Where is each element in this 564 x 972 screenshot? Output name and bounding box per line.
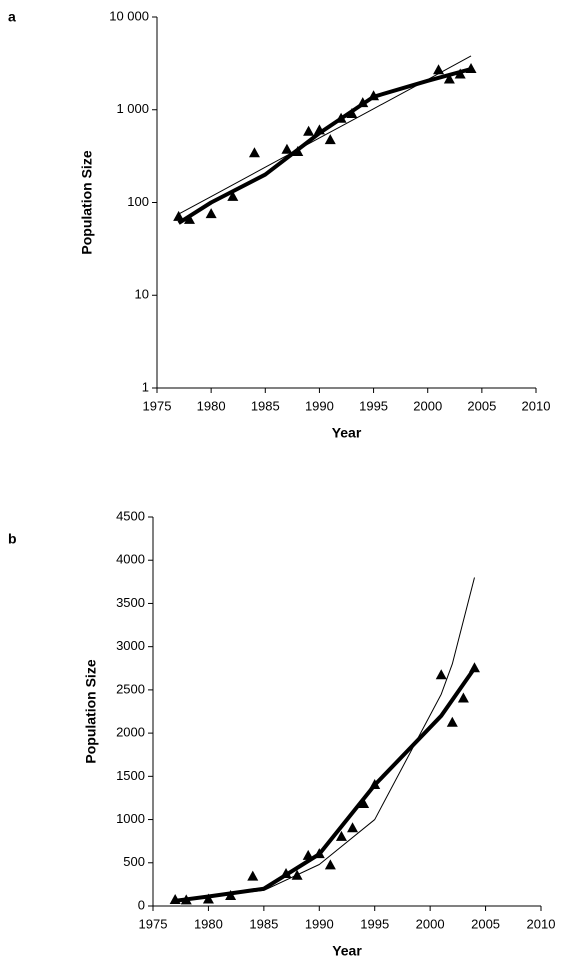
data-point (324, 134, 336, 145)
fit-line (177, 67, 472, 225)
y-tick-label: 2000 (116, 725, 145, 740)
data-point (313, 848, 325, 859)
x-tick-label: 1990 (305, 916, 334, 931)
x-tick-label: 1990 (305, 398, 334, 413)
y-tick-label: 1 000 (116, 101, 149, 116)
fit-line (175, 577, 475, 901)
data-point (302, 849, 314, 860)
x-tick-label: 1980 (194, 916, 223, 931)
data-point (205, 208, 217, 219)
data-point (313, 124, 325, 135)
data-point (291, 869, 303, 880)
data-point (347, 822, 359, 833)
y-axis-label: Population Size (83, 659, 99, 763)
panel-label: b (8, 531, 17, 547)
x-axis-label: Year (332, 943, 362, 959)
x-tick-label: 1985 (249, 916, 278, 931)
x-tick-label: 2005 (467, 398, 496, 413)
x-tick-label: 1975 (139, 916, 168, 931)
data-point (202, 893, 214, 904)
y-tick-label: 100 (127, 194, 149, 209)
y-axis-label: Population Size (79, 150, 95, 254)
x-tick-label: 1995 (360, 916, 389, 931)
x-tick-label: 1995 (359, 398, 388, 413)
y-tick-label: 4000 (116, 552, 145, 567)
y-tick-label: 2500 (116, 681, 145, 696)
y-tick-label: 4500 (116, 508, 145, 523)
data-point (357, 97, 369, 108)
data-point (169, 893, 181, 904)
data-point (433, 64, 445, 75)
data-point (468, 662, 480, 673)
y-tick-label: 10 000 (109, 8, 149, 23)
data-point (446, 716, 458, 727)
data-point (335, 830, 347, 841)
data-point (292, 146, 304, 157)
data-point (368, 90, 380, 101)
data-point (465, 63, 477, 74)
y-tick-label: 1500 (116, 768, 145, 783)
y-tick-label: 3500 (116, 595, 145, 610)
x-tick-label: 2010 (527, 916, 556, 931)
data-point (281, 143, 293, 154)
fit-line (178, 55, 472, 215)
fit-line (174, 667, 477, 903)
x-tick-label: 1975 (143, 398, 172, 413)
panel-label: a (8, 9, 16, 25)
y-tick-label: 1000 (116, 811, 145, 826)
y-tick-label: 3000 (116, 638, 145, 653)
y-tick-label: 500 (123, 854, 145, 869)
x-tick-label: 1985 (251, 398, 280, 413)
y-tick-label: 1 (142, 379, 149, 394)
data-point (443, 73, 455, 84)
data-point (358, 797, 370, 808)
data-point (369, 778, 381, 789)
data-point (335, 112, 347, 123)
data-point (454, 68, 466, 79)
x-tick-label: 2005 (471, 916, 500, 931)
data-point (183, 213, 195, 224)
data-point (173, 210, 185, 221)
data-point (280, 868, 292, 879)
data-point (303, 125, 315, 136)
x-tick-label: 2000 (416, 916, 445, 931)
data-point (227, 190, 239, 201)
data-point (324, 859, 336, 870)
x-tick-label: 2000 (413, 398, 442, 413)
x-tick-label: 1980 (197, 398, 226, 413)
data-point (457, 692, 469, 703)
y-tick-label: 10 (135, 287, 149, 302)
x-tick-label: 2010 (522, 398, 551, 413)
y-tick-label: 0 (138, 897, 145, 912)
data-point (346, 107, 358, 118)
x-axis-label: Year (332, 425, 362, 441)
data-point (435, 669, 447, 680)
data-point (180, 894, 192, 905)
data-point (247, 870, 259, 881)
data-point (248, 147, 260, 158)
data-point (225, 890, 237, 901)
